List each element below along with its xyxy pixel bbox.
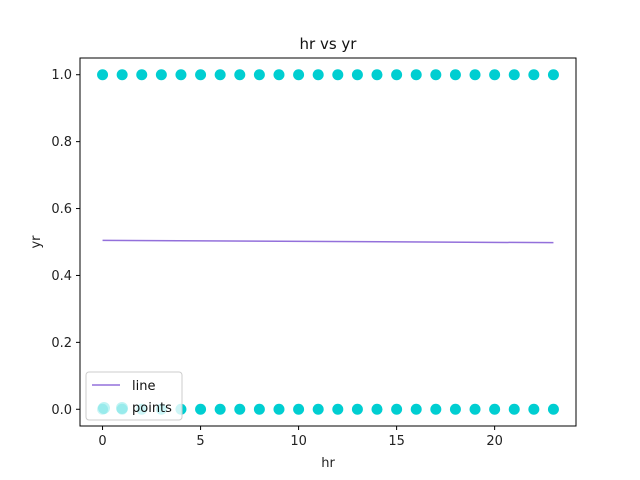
scatter-point	[449, 69, 461, 81]
scatter-point	[547, 69, 559, 81]
scatter-point	[371, 69, 383, 81]
scatter-point	[508, 69, 520, 81]
scatter-point	[410, 69, 422, 81]
scatter-point	[449, 403, 461, 415]
scatter-point	[175, 69, 187, 81]
y-tick-label: 1.0	[51, 68, 72, 83]
scatter-point	[273, 69, 285, 81]
axes-frame	[79, 57, 577, 427]
scatter-point	[371, 403, 383, 415]
legend-label-line: line	[132, 379, 155, 394]
scatter-point	[410, 403, 422, 415]
scatter-point	[391, 69, 403, 81]
scatter-point	[234, 403, 246, 415]
series-line	[102, 239, 554, 244]
x-tick-label: 20	[486, 434, 503, 449]
scatter-point	[469, 403, 481, 415]
scatter-point	[469, 69, 481, 81]
scatter-point	[136, 69, 148, 81]
scatter-point	[195, 69, 207, 81]
y-tick-label: 0.8	[51, 135, 72, 150]
scatter-point	[214, 69, 226, 81]
x-tick-label: 15	[388, 434, 405, 449]
legend-points-swatch	[116, 402, 128, 414]
x-tick-label: 10	[290, 434, 307, 449]
y-tick-label: 0.6	[51, 202, 72, 217]
y-tick-label: 0.4	[51, 269, 72, 284]
scatter-point	[273, 403, 285, 415]
scatter-point	[97, 69, 109, 81]
legend-points-swatch	[98, 402, 110, 414]
scatter-point	[155, 69, 167, 81]
y-tick-label: 0.2	[51, 336, 72, 351]
scatter-point	[332, 403, 344, 415]
scatter-point	[528, 69, 540, 81]
scatter-point	[351, 69, 363, 81]
chart-title: hr vs yr	[300, 35, 358, 53]
scatter-point	[547, 403, 559, 415]
x-tick-label: 5	[196, 434, 204, 449]
x-tick-label: 0	[98, 434, 106, 449]
legend: line points	[85, 371, 183, 421]
x-axis-label: hr	[321, 456, 335, 471]
scatter-point	[195, 403, 207, 415]
scatter-point	[253, 403, 265, 415]
legend-box	[85, 371, 183, 421]
scatter-point	[489, 69, 501, 81]
scatter-point	[430, 69, 442, 81]
scatter-point	[253, 69, 265, 81]
scatter-point	[293, 403, 305, 415]
scatter-point	[312, 403, 324, 415]
scatter-point	[234, 69, 246, 81]
scatter-point	[508, 403, 520, 415]
scatter-point	[312, 69, 324, 81]
scatter-point	[391, 403, 403, 415]
scatter-point	[430, 403, 442, 415]
scatter-point	[116, 69, 128, 81]
scatter-point	[332, 69, 344, 81]
axis-ticks: 0 5 10 15 20 0.0 0.2 0.4 0.6 0.8 1.0	[51, 68, 503, 449]
y-tick-label: 0.0	[51, 403, 72, 418]
scatter-point	[528, 403, 540, 415]
scatter-point	[214, 403, 226, 415]
scatter-point	[293, 69, 305, 81]
legend-label-points: points	[132, 401, 172, 416]
scatter-point	[489, 403, 501, 415]
y-axis-label: yr	[29, 235, 44, 249]
scatter-point	[351, 403, 363, 415]
